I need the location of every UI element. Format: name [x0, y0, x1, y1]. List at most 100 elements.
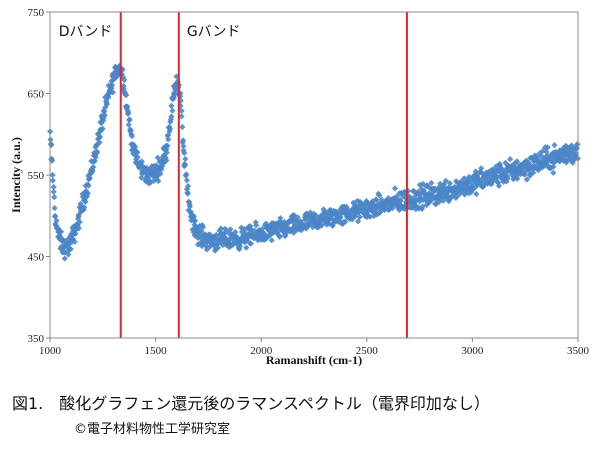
data-point [165, 136, 172, 143]
data-point [279, 224, 286, 231]
data-point [85, 182, 92, 189]
data-point [527, 170, 534, 177]
data-point [430, 188, 437, 195]
data-point [125, 121, 132, 128]
data-point [385, 195, 392, 202]
x-tick-label: 2500 [356, 345, 379, 357]
data-point [501, 171, 508, 179]
data-point [412, 202, 419, 209]
data-point [402, 201, 409, 208]
data-point [397, 197, 404, 204]
data-point [303, 225, 310, 232]
data-point [127, 127, 134, 134]
data-point [423, 201, 430, 209]
data-point [313, 212, 320, 219]
caption-credit: ©電子材料物性工学研究室 [74, 422, 231, 437]
data-point [493, 174, 500, 181]
data-point [65, 251, 72, 258]
data-point [101, 108, 108, 115]
data-point [409, 204, 416, 211]
data-point [391, 185, 399, 192]
data-point [363, 210, 370, 217]
data-point [157, 170, 164, 177]
data-point [217, 225, 225, 232]
data-point [440, 181, 447, 188]
data-point [182, 161, 189, 168]
data-point [446, 180, 453, 187]
figure-caption: 図1. 酸化グラフェン還元後のラマンスペクトル（電界印加なし） ©電子材料物性工… [12, 390, 592, 437]
data-point [134, 154, 141, 161]
data-point [274, 222, 281, 229]
data-point [512, 159, 519, 166]
data-point [191, 213, 198, 220]
band-label: Dバンド [59, 24, 112, 40]
data-point [306, 220, 313, 227]
data-point [435, 199, 442, 206]
data-point [69, 236, 77, 243]
data-point [501, 176, 508, 183]
data-point [53, 217, 60, 224]
data-point [310, 210, 317, 217]
data-point [132, 143, 139, 150]
data-point [51, 194, 58, 201]
data-point [396, 206, 403, 214]
data-point [442, 177, 449, 184]
data-point [536, 165, 543, 172]
data-point [418, 186, 425, 193]
y-tick-label: 750 [28, 7, 45, 19]
data-point [271, 227, 278, 234]
data-point [101, 112, 108, 119]
data-point [416, 198, 423, 205]
data-point [485, 175, 492, 182]
data-point [365, 208, 372, 215]
data-point [243, 244, 250, 251]
data-point [138, 158, 145, 165]
data-point [463, 187, 470, 194]
data-point [355, 205, 362, 212]
data-point [67, 246, 74, 253]
data-point [155, 177, 162, 185]
data-point [199, 224, 207, 231]
data-point [247, 240, 254, 247]
data-point [138, 174, 145, 181]
data-point [484, 180, 491, 187]
data-point [272, 224, 279, 231]
data-point [289, 215, 296, 222]
data-point [355, 218, 362, 225]
data-point [382, 201, 389, 208]
data-point [184, 190, 191, 197]
data-point [550, 159, 557, 166]
data-point [163, 157, 170, 164]
data-point [455, 186, 462, 193]
data-point [373, 211, 380, 218]
data-point [573, 150, 580, 158]
data-point [290, 220, 297, 227]
data-point [52, 212, 59, 220]
data-point [214, 244, 222, 251]
data-point [541, 156, 548, 163]
data-point [84, 190, 91, 197]
data-point [128, 133, 136, 140]
data-point [456, 190, 463, 198]
y-axis-title: Intencity (a.u.) [9, 137, 23, 213]
band-lines [119, 12, 408, 338]
y-axis-ticks: 350 450 550 650 750 [28, 7, 50, 345]
data-point [504, 175, 511, 182]
data-point [358, 200, 365, 207]
data-point [498, 173, 505, 180]
data-point [168, 113, 175, 120]
data-point [180, 137, 187, 144]
data-point [236, 242, 244, 250]
data-point [109, 89, 116, 96]
band-labels: Dバンド Gバンド [59, 24, 241, 40]
data-point [478, 165, 485, 172]
data-point [393, 193, 400, 200]
data-point [490, 167, 497, 175]
y-tick-label: 350 [28, 333, 45, 345]
data-point [474, 174, 481, 181]
data-point [340, 207, 347, 214]
data-point [419, 180, 426, 188]
data-point [551, 142, 558, 149]
data-point [51, 205, 58, 212]
data-point [79, 190, 86, 198]
